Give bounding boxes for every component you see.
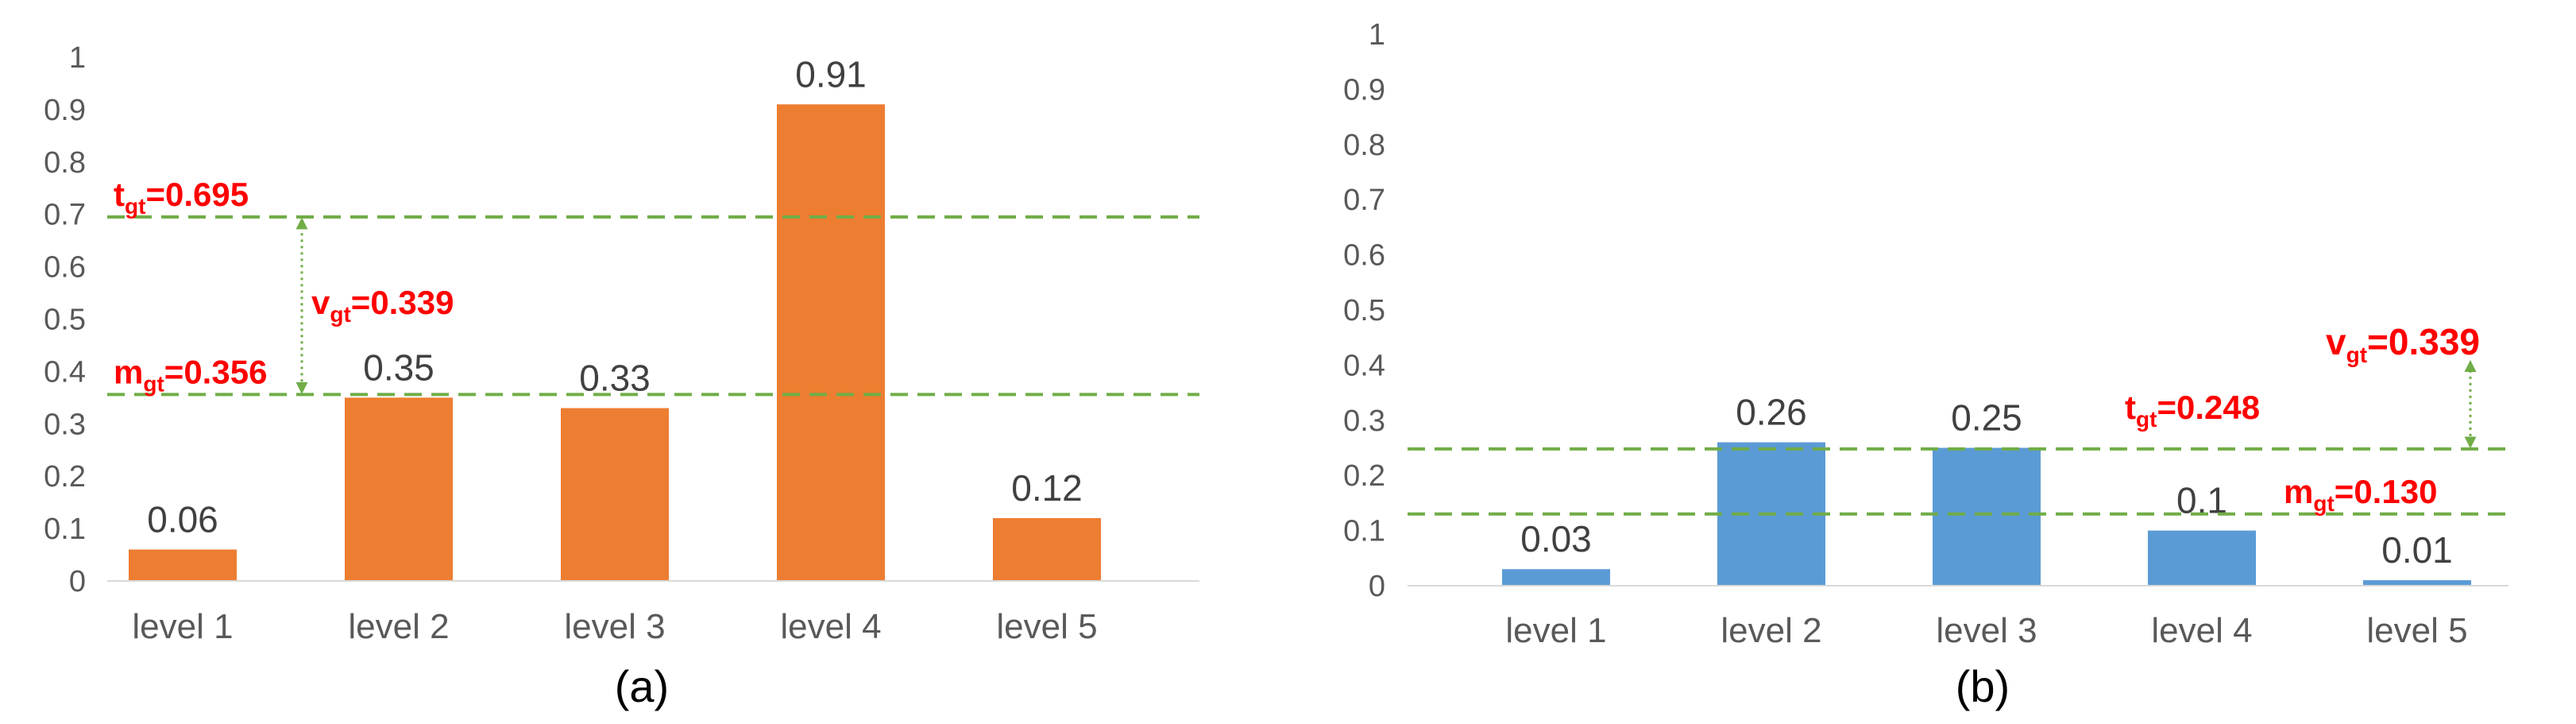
data-label: 0.35 <box>363 347 434 388</box>
gap-label-v: vgt=0.339 <box>2326 321 2480 367</box>
category-label: level 3 <box>564 607 665 646</box>
bar-level-5 <box>993 517 1101 581</box>
y-tick-label: 1 <box>69 41 86 75</box>
category-label: level 1 <box>1505 611 1606 650</box>
y-tick-label: 0.6 <box>44 251 86 285</box>
y-tick-label: 0.5 <box>1343 294 1385 327</box>
data-label: 0.26 <box>1736 392 1807 433</box>
reference-label-t: tgt=0.695 <box>114 176 249 219</box>
category-label: level 1 <box>132 607 233 646</box>
y-tick-label: 0.8 <box>1343 129 1385 162</box>
category-label: level 5 <box>996 607 1097 646</box>
data-label: 0.01 <box>2381 529 2453 571</box>
category-label: level 4 <box>780 607 881 646</box>
bar-level-1 <box>1502 569 1610 586</box>
category-label: level 4 <box>2151 611 2252 650</box>
category-label: level 2 <box>348 607 449 646</box>
y-tick-label: 0 <box>1369 570 1385 603</box>
y-tick-label: 0.6 <box>1343 239 1385 273</box>
data-label: 0.33 <box>579 358 651 399</box>
data-labels-a: 0.06 0.35 0.33 0.91 0.12 <box>147 53 1083 540</box>
category-label: level 5 <box>2366 611 2467 650</box>
y-tick-label: 0.9 <box>1343 73 1385 106</box>
y-tick-label: 0.2 <box>44 460 86 494</box>
y-tick-label: 0.2 <box>1343 459 1385 493</box>
y-axis-b: 0 0.1 0.2 0.3 0.4 0.5 0.6 0.7 0.8 0.9 1 <box>1343 18 1385 603</box>
category-label: level 2 <box>1721 611 1821 650</box>
y-tick-label: 0.3 <box>44 408 86 441</box>
y-tick-label: 0.7 <box>44 199 86 232</box>
y-tick-label: 0.7 <box>1343 184 1385 217</box>
y-tick-label: 0.1 <box>1343 515 1385 548</box>
reference-label-t: tgt=0.248 <box>2125 389 2260 432</box>
y-tick-label: 0.8 <box>44 146 86 180</box>
y-tick-label: 0.9 <box>44 94 86 127</box>
data-label: 0.03 <box>1520 518 1592 559</box>
reference-label-m: mgt=0.356 <box>114 353 267 396</box>
reference-lines-a: tgt=0.695 mgt=0.356 vgt=0.339 <box>107 176 1199 397</box>
y-axis-a: 0 0.1 0.2 0.3 0.4 0.5 0.6 0.7 0.8 0.9 1 <box>44 41 86 598</box>
y-tick-label: 0 <box>69 565 86 598</box>
bar-level-4 <box>2148 530 2256 586</box>
caption-b: (b) <box>1956 661 2010 711</box>
bar-level-5 <box>2363 580 2471 586</box>
chart-panel-a: 00.10.20.30.40.50.60.70.80.91 0.060.35 0.… <box>44 41 1199 711</box>
category-label: level 3 <box>1936 611 2037 650</box>
data-label: 0.12 <box>1011 467 1083 509</box>
bar-level-1 <box>129 549 237 581</box>
y-tick-label: 0.3 <box>1343 405 1385 438</box>
bar-level-2 <box>345 397 453 581</box>
data-label: 0.06 <box>147 498 218 540</box>
y-tick-label: 0.4 <box>1343 349 1385 382</box>
reference-lines-b: tgt=0.248 mgt=0.130 vgt=0.339 <box>1408 321 2508 516</box>
bar-level-4 <box>777 104 885 581</box>
x-axis-a: level 1 level 2 level 3 level 4 level 5 <box>107 580 1199 646</box>
bars-a <box>129 104 1101 581</box>
y-tick-label: 0.5 <box>44 304 86 337</box>
data-label: 0.91 <box>795 53 867 95</box>
reference-label-m: mgt=0.130 <box>2284 473 2437 516</box>
y-tick-label: 0.1 <box>44 513 86 546</box>
chart-panel-b: 0 0.1 0.2 0.3 0.4 0.5 0.6 0.7 0.8 0.9 1 0.03 0.26 0.… <box>1343 18 2508 711</box>
bar-level-3 <box>561 408 669 581</box>
gap-label-v: vgt=0.339 <box>311 284 454 327</box>
y-tick-label: 1 <box>1369 18 1385 52</box>
x-axis-b: level 1 level 2 level 3 level 4 level 5 <box>1408 585 2508 650</box>
bar-level-3 <box>1933 447 2041 586</box>
y-tick-label: 0.4 <box>44 355 86 389</box>
data-label: 0.25 <box>1951 397 2022 439</box>
caption-a: (a) <box>615 661 669 711</box>
